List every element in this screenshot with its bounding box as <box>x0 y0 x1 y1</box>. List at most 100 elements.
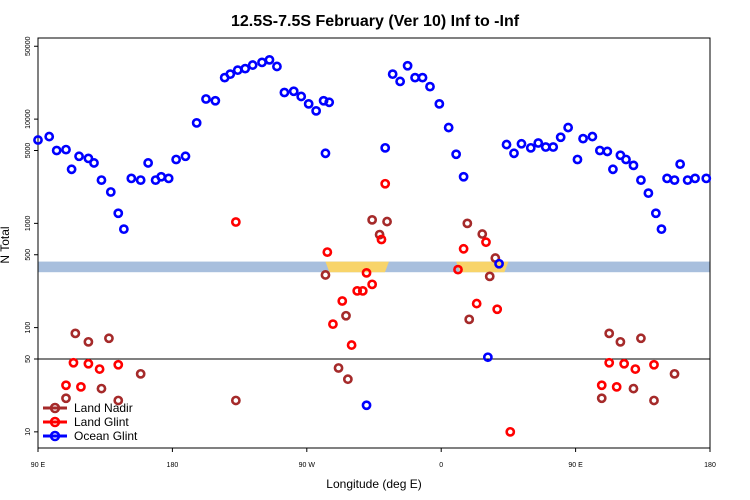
land-glint-point <box>357 285 368 296</box>
ocean-glint-point <box>118 224 129 235</box>
ocean-glint-point <box>701 173 712 184</box>
land-glint-point <box>83 358 94 369</box>
ocean-glint-point <box>402 60 413 71</box>
ocean-glint-point <box>264 54 275 65</box>
ocean-glint-point <box>572 154 583 165</box>
y-tick-label: 1000 <box>25 215 32 231</box>
legend-item-ocean-glint: Ocean Glint <box>43 429 138 443</box>
land-nadir-point <box>628 383 639 394</box>
land-glint-point <box>471 298 482 309</box>
ocean-glint-point <box>66 164 77 175</box>
ocean-glint-point <box>61 144 71 155</box>
ocean-glint-point <box>288 86 299 97</box>
land-nadir-point <box>596 393 607 404</box>
legend-item-land-glint: Land Glint <box>43 415 129 429</box>
ocean-glint-point <box>675 159 686 170</box>
chart-title: 12.5S-7.5S February (Ver 10) Inf to -Inf <box>231 13 520 30</box>
land-glint-point <box>376 234 387 245</box>
ocean-glint-point <box>417 72 428 83</box>
x-axis-label: Longitude (deg E) <box>326 477 421 491</box>
land-nadir-point <box>477 229 488 239</box>
ocean-glint-point <box>272 61 282 72</box>
land-nadir-point <box>104 333 114 344</box>
ocean-glint-point <box>662 173 672 184</box>
land-glint-point <box>352 285 363 296</box>
ocean-glint-point <box>621 154 631 165</box>
ocean-glint-point <box>44 131 55 142</box>
ocean-glint-point <box>509 148 519 159</box>
land-glint-point <box>481 237 491 248</box>
land-nadir-point <box>135 368 146 379</box>
legend: Land Nadir Land Glint Ocean Glint <box>43 401 138 443</box>
ocean-glint-point <box>669 175 680 186</box>
ocean-glint-point <box>96 175 107 186</box>
legend-item-land-nadir: Land Nadir <box>43 401 133 415</box>
legend-label-land-nadir: Land Nadir <box>74 401 133 415</box>
land-glint-point <box>61 380 71 391</box>
ocean-glint-point <box>395 76 406 87</box>
x-tick-label: 0 <box>439 462 443 469</box>
y-tick-label: 50 <box>25 355 32 363</box>
land-nadir-point <box>484 271 495 282</box>
ocean-glint-point <box>451 149 462 160</box>
y-axis-label: N Total <box>0 226 12 263</box>
land-glint-point <box>113 359 124 370</box>
land-glint-point <box>505 426 516 437</box>
ocean-glint-point <box>113 208 124 219</box>
land-glint-point <box>604 357 615 368</box>
ocean-glint-point <box>425 81 435 92</box>
ocean-glint-point <box>525 142 536 153</box>
ocean-glint-point <box>257 57 267 68</box>
ocean-glint-point <box>636 175 646 186</box>
band-land-0 <box>325 261 389 273</box>
land-nadir-point <box>464 314 475 325</box>
ocean-glint-point <box>434 98 445 109</box>
ocean-glint-point <box>602 146 613 157</box>
land-glint-point <box>367 279 378 290</box>
land-nadir-point <box>113 395 124 406</box>
ocean-glint-point <box>501 139 512 150</box>
land-nadir-point <box>649 395 659 406</box>
ocean-glint-point <box>191 117 202 128</box>
land-nadir-point <box>374 229 385 240</box>
land-nadir-point <box>367 214 378 225</box>
land-nadir-point <box>636 333 646 344</box>
legend-label-land-glint: Land Glint <box>74 415 129 429</box>
ocean-glint-point <box>74 151 84 162</box>
ocean-glint-point <box>458 171 469 182</box>
y-tick-label: 500 <box>25 249 32 261</box>
land-nadir-point <box>341 310 351 321</box>
ocean-glint-point <box>89 158 99 168</box>
ocean-glint-point <box>555 132 566 143</box>
ocean-glint-point <box>643 188 654 199</box>
y-tick-label: 50000 <box>25 36 32 56</box>
y-tick-label: 10000 <box>25 109 32 129</box>
land-glint-point <box>619 358 630 369</box>
ocean-glint-point <box>608 164 618 175</box>
land-glint-point <box>611 381 622 392</box>
ocean-glint-point <box>533 138 544 148</box>
x-tick-label: 180 <box>704 462 716 469</box>
ocean-glint-point <box>563 122 574 133</box>
ocean-glint-point <box>83 153 94 164</box>
ocean-glint-point <box>494 258 504 269</box>
ocean-glint-point <box>33 135 43 145</box>
x-axis: 90 E 180 90 W 0 90 E 180 <box>31 448 716 469</box>
ocean-glint-point <box>320 148 331 159</box>
land-nadir-point <box>669 368 680 379</box>
x-tick-label: 90 W <box>299 462 316 469</box>
ocean-glint-point <box>443 122 454 133</box>
legend-label-ocean-glint: Ocean Glint <box>74 429 138 443</box>
ocean-glint-point <box>126 173 137 184</box>
land-glint-point <box>596 380 607 391</box>
ocean-glint-point <box>548 142 559 152</box>
land-nadir-point <box>83 336 94 347</box>
land-glint-point <box>76 381 86 392</box>
land-glint-point <box>630 364 641 374</box>
land-nadir-point <box>604 328 615 339</box>
ocean-glint-point <box>296 91 307 102</box>
land-glint-point <box>94 364 105 374</box>
ocean-glint-point <box>240 63 251 74</box>
x-tick-label: 180 <box>167 462 179 469</box>
land-nadir-point <box>61 393 71 404</box>
